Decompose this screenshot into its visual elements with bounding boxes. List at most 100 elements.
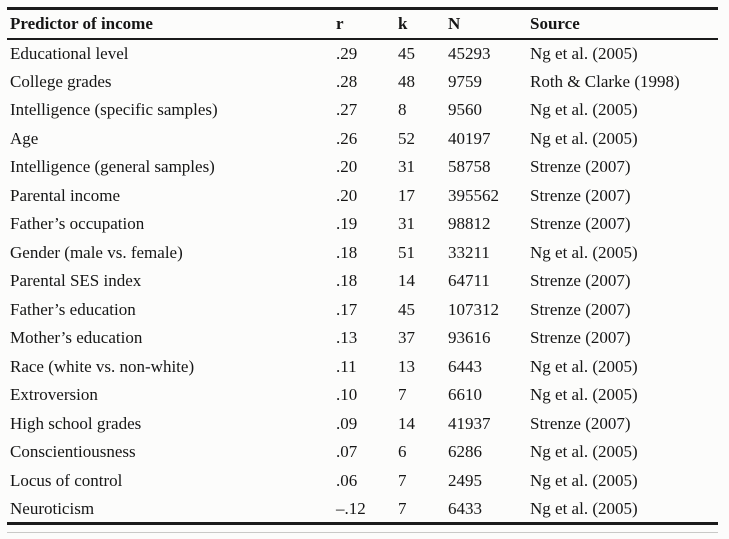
cell-source: Strenze (2007) <box>530 157 631 177</box>
cell-n: 98812 <box>448 214 491 234</box>
table-row: Race (white vs. non-white) .11 13 6443 Ng et… <box>7 353 718 382</box>
table-row: Age .26 52 40197 Ng et al. (2005) <box>7 125 718 154</box>
cell-n: 395562 <box>448 185 499 205</box>
header-cell-r: r <box>333 8 395 40</box>
cell-r: .11 <box>336 356 357 376</box>
cell-predictor: Neuroticism <box>10 498 95 518</box>
cell-k: 14 <box>398 413 415 433</box>
cell-r: .10 <box>336 385 358 405</box>
cell-source: Strenze (2007) <box>530 185 631 205</box>
cell-source: Ng et al. (2005) <box>530 385 638 405</box>
cell-n: 9759 <box>448 71 482 91</box>
cell-n: 9560 <box>448 100 482 120</box>
bottom-rule-shadow <box>7 532 718 533</box>
cell-k: 13 <box>398 356 415 376</box>
cell-k: 51 <box>398 242 415 262</box>
cell-n: 6286 <box>448 442 482 462</box>
cell-k: 7 <box>398 498 407 518</box>
cell-n: 40197 <box>448 128 491 148</box>
cell-source: Ng et al. (2005) <box>530 356 638 376</box>
header-cell-predictor: Predictor of income <box>7 8 333 40</box>
cell-predictor: Parental SES index <box>10 271 142 291</box>
cell-r: .26 <box>336 128 358 148</box>
table-row: Locus of control .06 7 2495 Ng et al. (2005) <box>7 467 718 496</box>
cell-predictor: Parental income <box>10 185 120 205</box>
cell-n: 2495 <box>448 470 482 490</box>
cell-n: 6443 <box>448 356 482 376</box>
table-row: Intelligence (specific samples) .27 8 9560 N… <box>7 96 718 125</box>
cell-r: –.12 <box>336 498 366 518</box>
cell-predictor: Father’s education <box>10 299 136 319</box>
cell-n: 64711 <box>448 271 490 291</box>
cell-n: 45293 <box>448 43 491 63</box>
cell-source: Ng et al. (2005) <box>530 43 638 63</box>
cell-r: .13 <box>336 328 358 348</box>
table-row: Extroversion .10 7 6610 Ng et al. (2005) <box>7 381 718 410</box>
table-row: Parental SES index .18 14 64711 Strenze (200… <box>7 267 718 296</box>
cell-n: 107312 <box>448 299 499 319</box>
table-row: Neuroticism –.12 7 6433 Ng et al. (2005) <box>7 495 718 524</box>
cell-source: Strenze (2007) <box>530 413 631 433</box>
cell-source: Ng et al. (2005) <box>530 128 638 148</box>
cell-source: Strenze (2007) <box>530 328 631 348</box>
cell-r: .20 <box>336 185 358 205</box>
cell-k: 37 <box>398 328 415 348</box>
table-row: Mother’s education .13 37 93616 Strenze (200… <box>7 324 718 353</box>
table-row: Conscientiousness .07 6 6286 Ng et al. (2005… <box>7 438 718 467</box>
cell-r: .17 <box>336 299 358 319</box>
cell-source: Strenze (2007) <box>530 299 631 319</box>
cell-n: 6610 <box>448 385 482 405</box>
cell-k: 14 <box>398 271 415 291</box>
cell-k: 45 <box>398 299 415 319</box>
cell-source: Ng et al. (2005) <box>530 442 638 462</box>
cell-k: 8 <box>398 100 407 120</box>
cell-n: 6433 <box>448 498 482 518</box>
cell-n: 41937 <box>448 413 491 433</box>
cell-source: Ng et al. (2005) <box>530 100 638 120</box>
cell-source: Roth & Clarke (1998) <box>530 71 680 91</box>
cell-source: Ng et al. (2005) <box>530 242 638 262</box>
cell-r: .09 <box>336 413 358 433</box>
cell-source: Strenze (2007) <box>530 214 631 234</box>
table-row: Gender (male vs. female) .18 51 33211 Ng et … <box>7 239 718 268</box>
cell-r: .27 <box>336 100 358 120</box>
cell-k: 7 <box>398 470 407 490</box>
results-table: Predictor of income r k N Source Educati… <box>7 7 718 525</box>
table-row: Father’s occupation .19 31 98812 Strenze (20… <box>7 210 718 239</box>
cell-predictor: Extroversion <box>10 385 98 405</box>
cell-r: .29 <box>336 43 358 63</box>
cell-k: 31 <box>398 214 415 234</box>
table-row: Intelligence (general samples) .20 31 58758… <box>7 153 718 182</box>
cell-k: 31 <box>398 157 415 177</box>
header-cell-k: k <box>395 8 445 40</box>
cell-n: 33211 <box>448 242 490 262</box>
cell-predictor: Mother’s education <box>10 328 143 348</box>
cell-r: .18 <box>336 271 358 291</box>
cell-k: 17 <box>398 185 415 205</box>
cell-predictor: Intelligence (specific samples) <box>10 100 218 120</box>
cell-r: .20 <box>336 157 358 177</box>
cell-r: .19 <box>336 214 358 234</box>
cell-r: .18 <box>336 242 358 262</box>
cell-source: Ng et al. (2005) <box>530 470 638 490</box>
cell-predictor: Conscientiousness <box>10 442 136 462</box>
cell-source: Strenze (2007) <box>530 271 631 291</box>
cell-k: 52 <box>398 128 415 148</box>
cell-n: 58758 <box>448 157 491 177</box>
table-row: College grades .28 48 9759 Roth & Clarke (19… <box>7 68 718 97</box>
cell-predictor: Educational level <box>10 43 129 63</box>
table-row: Parental income .20 17 395562 Strenze (2007) <box>7 182 718 211</box>
cell-r: .06 <box>336 470 358 490</box>
cell-k: 48 <box>398 71 415 91</box>
table-body: Educational level .29 45 45293 Ng et al. (20… <box>7 39 718 524</box>
table-header-row: Predictor of income r k N Source <box>7 8 718 40</box>
cell-k: 7 <box>398 385 407 405</box>
cell-predictor: Gender (male vs. female) <box>10 242 183 262</box>
cell-k: 45 <box>398 43 415 63</box>
header-cell-n: N <box>445 8 527 40</box>
cell-r: .07 <box>336 442 358 462</box>
cell-predictor: Age <box>10 128 39 148</box>
cell-predictor: Locus of control <box>10 470 123 490</box>
cell-predictor: Race (white vs. non-white) <box>10 356 195 376</box>
predictors-of-income-table: Predictor of income r k N Source Educati… <box>7 7 718 525</box>
